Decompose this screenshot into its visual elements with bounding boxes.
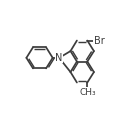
Text: Br: Br	[94, 36, 105, 46]
Text: CH₃: CH₃	[79, 88, 96, 97]
Text: N: N	[55, 53, 63, 63]
